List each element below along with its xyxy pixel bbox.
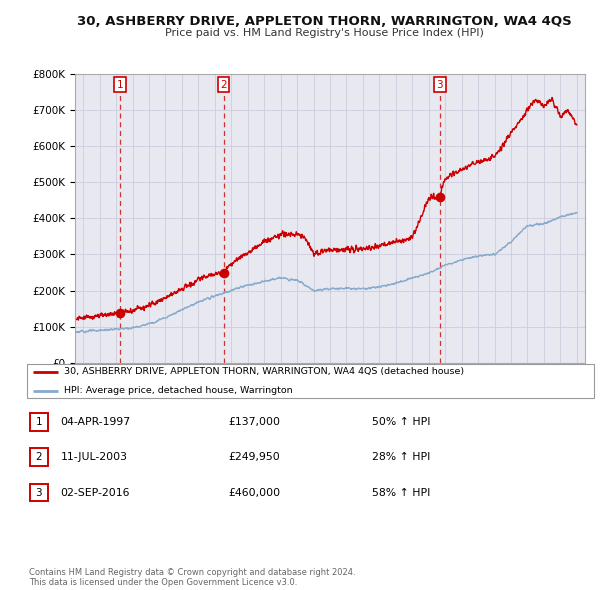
Text: £249,950: £249,950 (228, 453, 280, 462)
Text: 30, ASHBERRY DRIVE, APPLETON THORN, WARRINGTON, WA4 4QS: 30, ASHBERRY DRIVE, APPLETON THORN, WARR… (77, 15, 571, 28)
Text: 02-SEP-2016: 02-SEP-2016 (61, 488, 130, 497)
Text: 1: 1 (117, 80, 124, 90)
Text: 30, ASHBERRY DRIVE, APPLETON THORN, WARRINGTON, WA4 4QS (detached house): 30, ASHBERRY DRIVE, APPLETON THORN, WARR… (64, 367, 464, 376)
Text: 3: 3 (436, 80, 443, 90)
Text: HPI: Average price, detached house, Warrington: HPI: Average price, detached house, Warr… (64, 386, 292, 395)
Text: 2: 2 (35, 453, 42, 462)
Text: 50% ↑ HPI: 50% ↑ HPI (372, 417, 431, 427)
Text: 11-JUL-2003: 11-JUL-2003 (61, 453, 128, 462)
Text: 58% ↑ HPI: 58% ↑ HPI (372, 488, 430, 497)
Text: £137,000: £137,000 (228, 417, 280, 427)
Text: 28% ↑ HPI: 28% ↑ HPI (372, 453, 430, 462)
Text: 3: 3 (35, 488, 42, 497)
Text: Price paid vs. HM Land Registry's House Price Index (HPI): Price paid vs. HM Land Registry's House … (164, 28, 484, 38)
Text: £460,000: £460,000 (228, 488, 280, 497)
Text: 1: 1 (35, 417, 42, 427)
Text: 04-APR-1997: 04-APR-1997 (61, 417, 131, 427)
Text: 2: 2 (220, 80, 227, 90)
Text: Contains HM Land Registry data © Crown copyright and database right 2024.
This d: Contains HM Land Registry data © Crown c… (29, 568, 355, 587)
